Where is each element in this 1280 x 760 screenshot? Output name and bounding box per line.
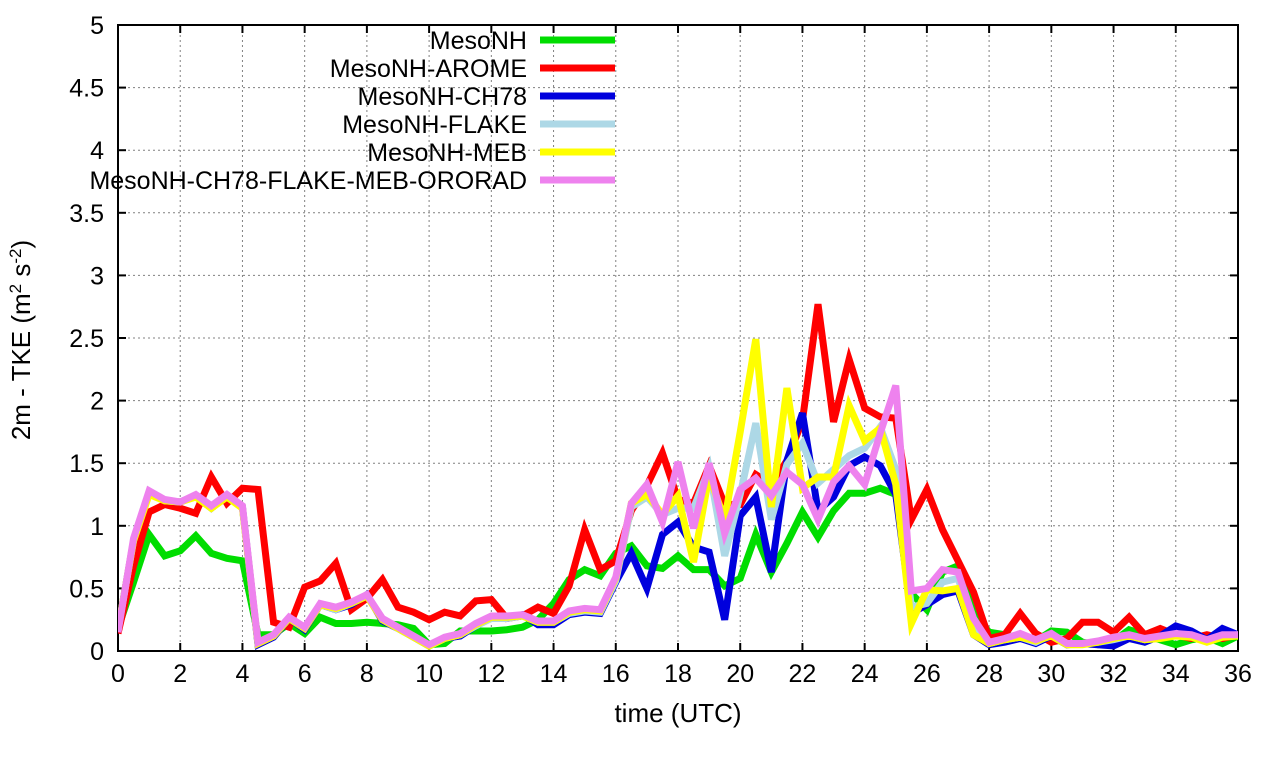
x-tick-label: 4 <box>235 660 249 688</box>
axis-ticks <box>117 24 1239 652</box>
x-tick-label: 24 <box>851 660 879 688</box>
y-tick-label: 3 <box>90 262 104 290</box>
x-tick-label: 20 <box>726 660 754 688</box>
x-tick-label: 18 <box>664 660 692 688</box>
y-tick-label: 4 <box>90 137 104 165</box>
x-tick-label: 16 <box>602 660 630 688</box>
x-tick-label: 6 <box>298 660 312 688</box>
y-axis-title: 2m - TKE (m2 s-2) <box>6 240 36 440</box>
x-tick-label: 28 <box>975 660 1003 688</box>
y-tick-label: 3.5 <box>69 200 104 228</box>
y-tick-label: 1.5 <box>69 450 104 478</box>
x-tick-label: 14 <box>540 660 568 688</box>
legend-label: MesoNH-AROME <box>330 55 527 83</box>
svg-text:2m - TKE (m2 s-2): 2m - TKE (m2 s-2) <box>6 240 36 440</box>
x-tick-label: 34 <box>1162 660 1190 688</box>
x-tick-label: 32 <box>1100 660 1128 688</box>
x-tick-labels: 0 2 4 6 8 10 12 14 16 18 20 22 24 26 28 30 32 34 36 <box>111 660 1252 688</box>
x-tick-label: 26 <box>913 660 941 688</box>
data-series-layer <box>118 303 1238 651</box>
legend-label: MesoNH <box>430 27 527 55</box>
y-tick-label: 4.5 <box>69 75 104 103</box>
x-tick-label: 30 <box>1037 660 1065 688</box>
x-tick-label: 0 <box>111 660 125 688</box>
x-tick-label: 12 <box>477 660 505 688</box>
x-tick-label: 36 <box>1224 660 1252 688</box>
legend: MesoNHMesoNH-AROMEMesoNH-CH78MesoNH-FLAK… <box>89 27 615 195</box>
legend-label: MesoNH-MEB <box>367 139 527 167</box>
x-tick-label: 8 <box>360 660 374 688</box>
legend-label: MesoNH-CH78-FLAKE-MEB-ORORAD <box>89 167 527 195</box>
y-tick-label: 1 <box>90 513 104 541</box>
y-tick-label: 2 <box>90 388 104 416</box>
legend-label: MesoNH-FLAKE <box>342 111 527 139</box>
legend-label: MesoNH-CH78 <box>358 83 527 111</box>
y-tick-label: 5 <box>90 12 104 40</box>
y-tick-labels: 0 0.5 1 1.5 2 2.5 3 3.5 4 4.5 5 <box>69 12 104 666</box>
x-axis-title: time (UTC) <box>614 698 741 728</box>
y-tick-label: 0.5 <box>69 575 104 603</box>
y-tick-label: 0 <box>90 638 104 666</box>
series-line <box>118 384 1238 649</box>
x-tick-label: 2 <box>173 660 187 688</box>
x-tick-label: 10 <box>415 660 443 688</box>
x-tick-label: 22 <box>789 660 817 688</box>
grid-lines <box>118 25 1238 651</box>
y-tick-label: 2.5 <box>69 325 104 353</box>
